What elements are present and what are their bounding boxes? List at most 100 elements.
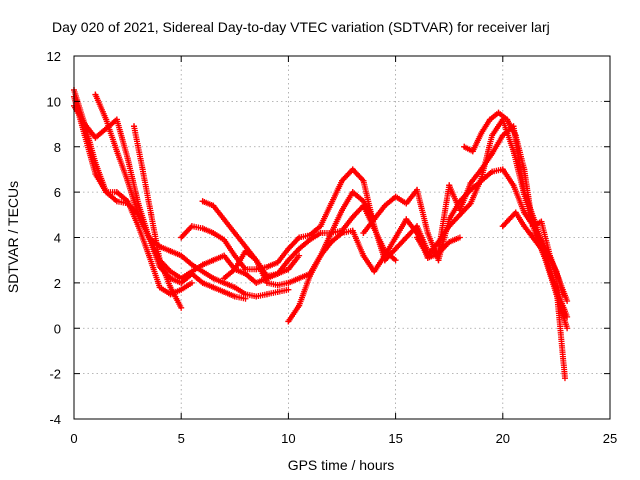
data-point (296, 234, 303, 241)
series-12 (414, 116, 571, 332)
data-point (446, 182, 453, 189)
data-point (446, 223, 453, 230)
data-point (156, 284, 163, 291)
data-point (414, 186, 421, 193)
data-point (167, 268, 174, 275)
data-point (510, 182, 517, 189)
data-point (495, 109, 502, 116)
data-point (231, 266, 238, 273)
data-point (210, 229, 217, 236)
x-tick-label: 15 (388, 431, 402, 446)
y-tick-label: -4 (49, 412, 61, 427)
y-tick-label: 8 (54, 140, 61, 155)
data-point (263, 263, 270, 270)
data-point (139, 166, 146, 173)
grid-lines (74, 56, 610, 419)
x-axis-label: GPS time / hours (288, 457, 395, 473)
data-point (546, 252, 553, 259)
data-point (285, 279, 292, 286)
data-point (510, 148, 517, 155)
data-point (317, 252, 324, 259)
series-markers (178, 166, 388, 273)
series-markers (71, 87, 247, 302)
data-point (167, 284, 174, 291)
data-point (469, 148, 476, 155)
y-tick-label: 2 (54, 276, 61, 291)
data-point (435, 239, 442, 246)
data-point (349, 214, 356, 221)
data-point (339, 229, 345, 236)
y-axis-label: SDTVAR / TECUs (5, 181, 21, 293)
data-point (499, 223, 506, 230)
data-point (103, 189, 110, 196)
data-point (506, 216, 513, 223)
data-point (199, 198, 206, 205)
data-point (489, 132, 496, 139)
y-tick-label: 6 (54, 185, 61, 200)
chart-title: Day 020 of 2021, Sidereal Day-to-day VTE… (52, 19, 550, 35)
data-point (210, 257, 217, 264)
data-point (135, 200, 142, 207)
data-point (521, 223, 528, 230)
data-point (199, 261, 206, 268)
data-point (446, 216, 453, 223)
y-tick-label: 0 (54, 321, 61, 336)
data-point (231, 284, 238, 291)
data-point (274, 270, 281, 277)
x-tick-label: 20 (496, 431, 510, 446)
data-point (538, 245, 545, 252)
data-point (339, 207, 345, 214)
data-point (285, 257, 292, 264)
data-point (285, 318, 292, 325)
data-point (188, 223, 195, 230)
data-point (467, 200, 474, 207)
data-point (296, 252, 303, 259)
data-point (499, 166, 506, 173)
data-point (564, 313, 571, 320)
data-point (456, 234, 463, 241)
data-point (81, 121, 88, 128)
data-point (403, 234, 410, 241)
data-point (349, 227, 356, 234)
y-tick-label: 4 (54, 231, 61, 246)
data-point (424, 252, 431, 259)
data-point (156, 257, 163, 264)
data-point (504, 116, 511, 123)
data-point (317, 223, 324, 230)
data-point (113, 148, 120, 155)
data-point (199, 225, 206, 232)
data-point (178, 234, 185, 241)
data-point (446, 239, 453, 246)
data-point (103, 116, 110, 123)
data-point (221, 288, 228, 295)
data-point (221, 236, 228, 243)
data-point (274, 282, 281, 289)
data-point (531, 229, 538, 236)
data-point (349, 166, 356, 173)
x-tick-label: 25 (603, 431, 617, 446)
data-point (467, 180, 474, 187)
data-point (92, 91, 99, 98)
data-point (555, 291, 562, 298)
data-point (263, 291, 270, 298)
data-point (135, 211, 142, 218)
data-point (178, 304, 185, 311)
data-point (135, 223, 142, 230)
data-point (253, 257, 260, 264)
data-point (148, 211, 155, 218)
data-point (124, 200, 131, 207)
data-point (414, 223, 421, 230)
data-point (328, 229, 335, 236)
data-point (392, 234, 399, 241)
data-point (92, 134, 99, 141)
data-point (461, 143, 468, 150)
data-point (146, 252, 153, 259)
data-point (188, 268, 195, 275)
data-point (242, 291, 249, 298)
data-point (403, 216, 410, 223)
data-point (328, 239, 335, 246)
data-point (521, 209, 528, 216)
data-point (339, 177, 345, 184)
data-point (113, 116, 120, 123)
